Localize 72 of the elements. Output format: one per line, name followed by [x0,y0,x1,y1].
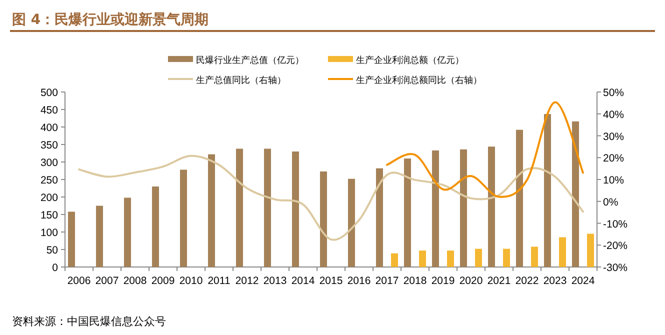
y-tick-label: 50 [46,244,58,256]
bar [587,234,594,267]
text: 资料来源：中国民爆信息公众号 [12,315,166,328]
bar [447,250,454,267]
bar [236,148,243,267]
bar [320,171,327,267]
y-tick-label: 250 [40,174,58,186]
y-tick-label: 100 [40,227,58,239]
bar [531,246,538,267]
y2-tick-label: -20% [603,240,628,252]
bar [544,114,551,267]
x-tick-label: 2022 [515,275,539,287]
y2-tick-label: -30% [603,262,628,274]
bar [96,206,103,267]
x-tick-label: 2009 [151,275,175,287]
y2-tick-label: 10% [603,174,624,186]
bar [292,152,299,267]
y-tick-label: 200 [40,192,58,204]
bar [404,158,411,267]
x-tick-label: 2019 [431,275,455,287]
y-tick-label: 400 [40,122,58,134]
bar [460,149,467,267]
bar [348,178,355,267]
bar [68,212,75,267]
y-tick-label: 150 [40,210,58,222]
y2-tick-label: 0% [603,196,618,208]
bar [264,148,271,267]
x-tick-label: 2015 [319,275,343,287]
bar [180,170,187,267]
x-tick-label: 2010 [179,275,203,287]
y-tick-label: 450 [40,104,58,116]
legend-label: 生产企业利润总额（亿元） [356,55,464,66]
x-tick-label: 2011 [208,275,230,287]
x-tick-label: 2021 [487,275,511,287]
x-tick-label: 2006 [67,275,91,287]
bar [572,121,579,267]
y2-tick-label: 40% [603,108,624,121]
bar [376,168,383,267]
y-tick-label: 500 [40,87,58,99]
x-tick-label: 2023 [543,275,567,287]
y2-tick-label: 20% [603,152,624,165]
bar [488,146,495,267]
bar [475,248,482,267]
bar [432,150,439,267]
y-tick-label: 300 [40,157,58,169]
x-tick-label: 2008 [123,275,147,287]
x-tick-label: 2024 [571,275,595,287]
bar [419,250,426,267]
y2-tick-label: 50% [603,87,624,99]
legend-label: 生产总值同比（右轴） [196,75,286,86]
chart-title: 图 4：民爆行业或迎新景气周期 [12,11,209,28]
bar [516,130,523,267]
x-tick-label: 2012 [235,275,259,287]
bar [124,198,131,267]
bar [391,253,398,267]
bar [503,248,510,267]
legend-label: 民爆行业生产总值（亿元） [196,55,304,66]
x-tick-label: 2018 [403,275,427,287]
bar [559,237,566,267]
y-tick-label: 350 [40,140,58,152]
x-tick-label: 2013 [263,275,287,287]
x-tick-label: 2014 [291,275,315,287]
y2-tick-label: -10% [603,218,628,230]
y-tick-label: 0 [52,262,58,274]
x-tick-label: 2017 [375,275,399,287]
legend-label: 生产企业利润总额同比（右轴） [356,75,482,86]
bar [152,186,159,267]
y2-tick-label: 30% [603,130,624,143]
bar [208,154,215,267]
x-tick-label: 2020 [459,275,483,287]
x-tick-label: 2016 [347,275,371,287]
x-tick-label: 2007 [95,275,119,287]
